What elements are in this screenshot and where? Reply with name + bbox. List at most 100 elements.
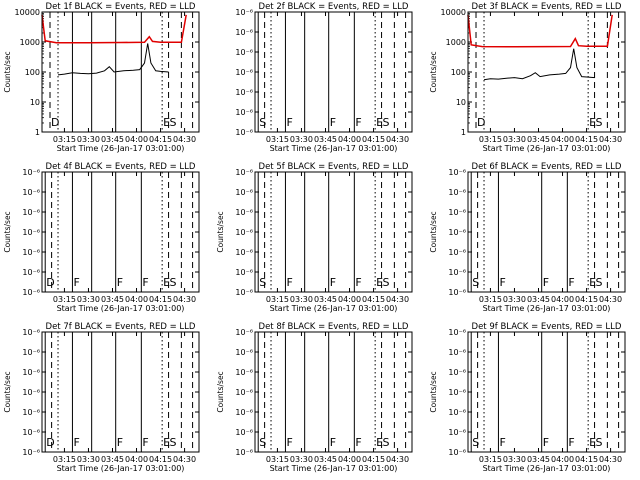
y-tick-label: 10⁻⁶	[235, 368, 253, 377]
y-tick-label: 10⁻⁶	[22, 348, 40, 357]
x-tick-label: 04:30	[599, 455, 622, 464]
marker-label: S	[596, 436, 603, 449]
panel-title: Det 8f BLACK = Events, RED = LLD	[259, 322, 409, 332]
y-tick-label: 10⁻⁶	[22, 448, 40, 457]
x-tick-label: 04:00	[551, 455, 574, 464]
y-tick-label: 10000	[15, 8, 40, 17]
marker-label: S	[472, 276, 479, 289]
x-tick-label: 03:45	[527, 295, 550, 304]
lld-series-line	[467, 14, 613, 48]
y-axis-label: Counts/sec	[216, 371, 225, 412]
panel-title: Det 5f BLACK = Events, RED = LLD	[259, 162, 409, 172]
panel-title: Det 4f BLACK = Events, RED = LLD	[46, 162, 196, 172]
marker-label: F	[355, 116, 361, 129]
panel-det-3f: Det 3f BLACK = Events, RED = LLD 1 10 100 10…	[429, 2, 626, 153]
marker-label: E	[376, 436, 383, 449]
plot-frame	[41, 331, 200, 453]
y-tick-label: 1	[461, 128, 466, 137]
plot-frame	[467, 331, 626, 453]
x-tick-label: 04:00	[125, 135, 148, 144]
marker-label: E	[376, 276, 383, 289]
x-axis-label: Start Time (26-Jan-17 03:01:00)	[483, 464, 611, 473]
x-tick-label: 03:45	[101, 135, 124, 144]
marker-label: S	[472, 436, 479, 449]
panel-det-6f: Det 6f BLACK = Events, RED = LLD 10⁻⁶ 10⁻⁶…	[429, 162, 626, 313]
x-axis-label: Start Time (26-Jan-17 03:01:00)	[57, 304, 185, 313]
x-tick-label: 04:30	[386, 455, 409, 464]
marker-label: E	[589, 116, 596, 129]
y-tick-label: 10⁻⁶	[235, 188, 253, 197]
x-tick-label: 04:15	[575, 455, 598, 464]
marker-label: F	[499, 436, 505, 449]
x-tick-label: 04:30	[386, 135, 409, 144]
marker-label: F	[73, 276, 79, 289]
x-tick-label: 03:15	[479, 295, 502, 304]
y-tick-label: 10⁻⁶	[235, 248, 253, 257]
y-tick-label: 10⁻⁶	[235, 288, 253, 297]
panel-det-9f: Det 9f BLACK = Events, RED = LLD 10⁻⁶ 10⁻⁶…	[429, 322, 626, 473]
x-tick-label: 03:30	[503, 295, 526, 304]
marker-label: F	[117, 276, 123, 289]
y-tick-label: 10⁻⁶	[22, 208, 40, 217]
x-tick-label: 03:15	[266, 135, 289, 144]
plot-frame	[467, 171, 626, 293]
y-tick-label: 10000	[441, 8, 466, 17]
marker-label: F	[543, 436, 549, 449]
y-tick-label: 10⁻⁶	[235, 108, 253, 117]
x-tick-label: 03:15	[266, 455, 289, 464]
marker-label: D	[477, 116, 485, 129]
y-tick-label: 10⁻⁶	[22, 248, 40, 257]
y-tick-label: 10⁻⁶	[22, 288, 40, 297]
y-tick-label: 10⁻⁶	[235, 88, 253, 97]
x-axis-label: Start Time (26-Jan-17 03:01:00)	[483, 144, 611, 153]
y-tick-label: 100	[25, 68, 40, 77]
y-tick-label: 10⁻⁶	[448, 208, 466, 217]
y-tick-label: 10⁻⁶	[235, 408, 253, 417]
y-tick-label: 10	[30, 98, 40, 107]
y-tick-label: 10⁻⁶	[235, 48, 253, 57]
x-tick-label: 03:45	[314, 455, 337, 464]
x-tick-label: 04:15	[362, 455, 385, 464]
x-axis-label: Start Time (26-Jan-17 03:01:00)	[57, 464, 185, 473]
marker-label: E	[163, 276, 170, 289]
panel-title: Det 7f BLACK = Events, RED = LLD	[46, 322, 196, 332]
marker-label: E	[589, 276, 596, 289]
x-tick-label: 04:00	[338, 135, 361, 144]
y-axis-label: Counts/sec	[429, 51, 438, 92]
marker-label: F	[330, 276, 336, 289]
y-tick-label: 10⁻⁶	[235, 228, 253, 237]
x-tick-label: 03:45	[101, 455, 124, 464]
marker-label: F	[73, 436, 79, 449]
y-tick-label: 10⁻⁶	[22, 408, 40, 417]
x-tick-label: 03:45	[527, 455, 550, 464]
marker-label: F	[568, 436, 574, 449]
y-tick-label: 10⁻⁶	[235, 208, 253, 217]
y-axis-label: Counts/sec	[3, 51, 12, 92]
panel-det-7f: Det 7f BLACK = Events, RED = LLD 10⁻⁶ 10⁻⁶…	[3, 322, 200, 473]
marker-label: S	[596, 116, 603, 129]
y-tick-label: 10⁻⁶	[448, 388, 466, 397]
y-tick-label: 10⁻⁶	[235, 68, 253, 77]
y-axis-label: Counts/sec	[429, 371, 438, 412]
x-tick-label: 04:15	[362, 295, 385, 304]
x-tick-label: 04:00	[125, 295, 148, 304]
marker-label: F	[142, 436, 148, 449]
x-tick-label: 04:30	[173, 295, 196, 304]
panel-title: Det 2f BLACK = Events, RED = LLD	[259, 2, 409, 12]
y-tick-label: 10⁻⁶	[448, 288, 466, 297]
y-tick-label: 10⁻⁶	[235, 428, 253, 437]
marker-label: D	[51, 116, 59, 129]
x-tick-label: 03:45	[314, 135, 337, 144]
plot-frame	[41, 11, 200, 133]
plot-frame	[254, 331, 413, 453]
x-tick-label: 03:30	[290, 455, 313, 464]
x-axis-label: Start Time (26-Jan-17 03:01:00)	[270, 304, 398, 313]
marker-label: S	[383, 116, 390, 129]
x-tick-label: 03:30	[503, 135, 526, 144]
y-tick-label: 10⁻⁶	[235, 448, 253, 457]
events-series-line	[483, 48, 595, 81]
x-tick-label: 04:15	[149, 455, 172, 464]
x-axis-label: Start Time (26-Jan-17 03:01:00)	[270, 464, 398, 473]
x-tick-label: 04:00	[551, 295, 574, 304]
marker-label: E	[376, 116, 383, 129]
